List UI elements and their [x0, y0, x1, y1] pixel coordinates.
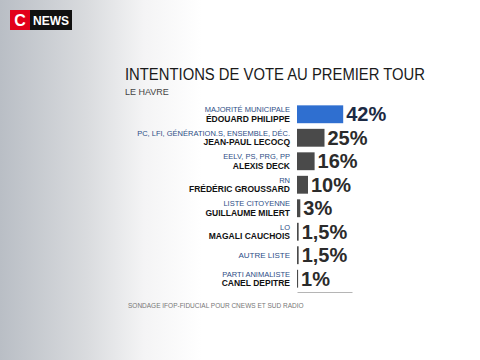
- y-tick: PC, LFI, GÉNÉRATION.S, ENSEMBLE, DÉC.JEA…: [137, 129, 290, 148]
- y-tick: RNFRÉDÉRIC GROUSSARD: [189, 176, 290, 195]
- bar: [297, 152, 315, 170]
- category-label-line: CANEL DEPITRE: [222, 278, 291, 288]
- category-label-line: ÉDOUARD PHILIPPE: [206, 114, 290, 124]
- y-tick: LISTE CITOYENNEGUILLAUME MILERT: [205, 199, 290, 218]
- x-axis: [298, 292, 353, 293]
- category-label: AUTRE LISTE: [238, 251, 290, 260]
- background: [0, 0, 480, 360]
- y-axis: MAJORITÉ MUNICIPALEÉDOUARD PHILIPPE PC, L…: [137, 105, 291, 288]
- data-label: 1,5%: [302, 221, 348, 243]
- data-label: 1,5%: [302, 244, 348, 266]
- chart: C NEWS INTENTIONS DE VOTE AU PREMIER TOUR L…: [0, 0, 480, 360]
- x-axis-line: [298, 292, 353, 293]
- logo: C NEWS: [10, 10, 72, 30]
- category-label: LISTE CITOYENNEGUILLAUME MILERT: [205, 199, 290, 218]
- category-label: RNFRÉDÉRIC GROUSSARD: [189, 176, 290, 195]
- title: INTENTIONS DE VOTE AU PREMIER TOUR: [125, 66, 425, 83]
- bar: [297, 129, 325, 147]
- category-label: PC, LFI, GÉNÉRATION.S, ENSEMBLE, DÉC.JEA…: [137, 129, 290, 148]
- bar: [297, 105, 343, 123]
- bar: [297, 270, 298, 288]
- data-label: 1%: [301, 268, 330, 290]
- category-label-line: ALEXIS DECK: [233, 161, 291, 171]
- source: SONDAGE IFOP-FIDUCIAL POUR CNEWS ET SUD …: [128, 302, 304, 309]
- data-label: 3%: [303, 197, 332, 219]
- logo-black-box: [30, 10, 72, 30]
- category-label-line: MAGALI CAUCHOIS: [209, 231, 291, 241]
- logo-red-box: [10, 10, 30, 30]
- data-label: 42%: [346, 103, 386, 125]
- bar: [297, 223, 299, 241]
- category-label: EELV, PS, PRG, PPALEXIS DECK: [223, 152, 291, 171]
- data-label: 10%: [311, 174, 351, 196]
- bar: [297, 176, 308, 194]
- category-label-line: FRÉDÉRIC GROUSSARD: [189, 184, 290, 194]
- subtitle: LE HAVRE: [125, 87, 169, 97]
- category-label: LOMAGALI CAUCHOIS: [209, 223, 291, 242]
- data-label: 16%: [318, 150, 358, 172]
- bar: [297, 246, 299, 264]
- category-label: PARTI ANIMALISTECANEL DEPITRE: [222, 270, 291, 289]
- category-label-line: JEAN-PAUL LECOCQ: [203, 137, 290, 147]
- logo-text: C: [14, 12, 26, 29]
- y-tick: AUTRE LISTE: [238, 251, 290, 260]
- category-label-line: AUTRE LISTE: [238, 251, 290, 260]
- y-tick: MAJORITÉ MUNICIPALEÉDOUARD PHILIPPE: [205, 105, 291, 124]
- category-label: MAJORITÉ MUNICIPALEÉDOUARD PHILIPPE: [205, 105, 291, 124]
- bar: [297, 199, 300, 217]
- y-tick: EELV, PS, PRG, PPALEXIS DECK: [223, 152, 291, 171]
- category-label-line: GUILLAUME MILERT: [205, 208, 290, 218]
- logo-text: NEWS: [33, 14, 69, 28]
- y-tick: LOMAGALI CAUCHOIS: [209, 223, 291, 242]
- data-label: 25%: [328, 127, 368, 149]
- data-labels: 42%25%16%10%3%1,5%1,5%1%: [301, 103, 386, 289]
- y-tick: PARTI ANIMALISTECANEL DEPITRE: [222, 270, 291, 289]
